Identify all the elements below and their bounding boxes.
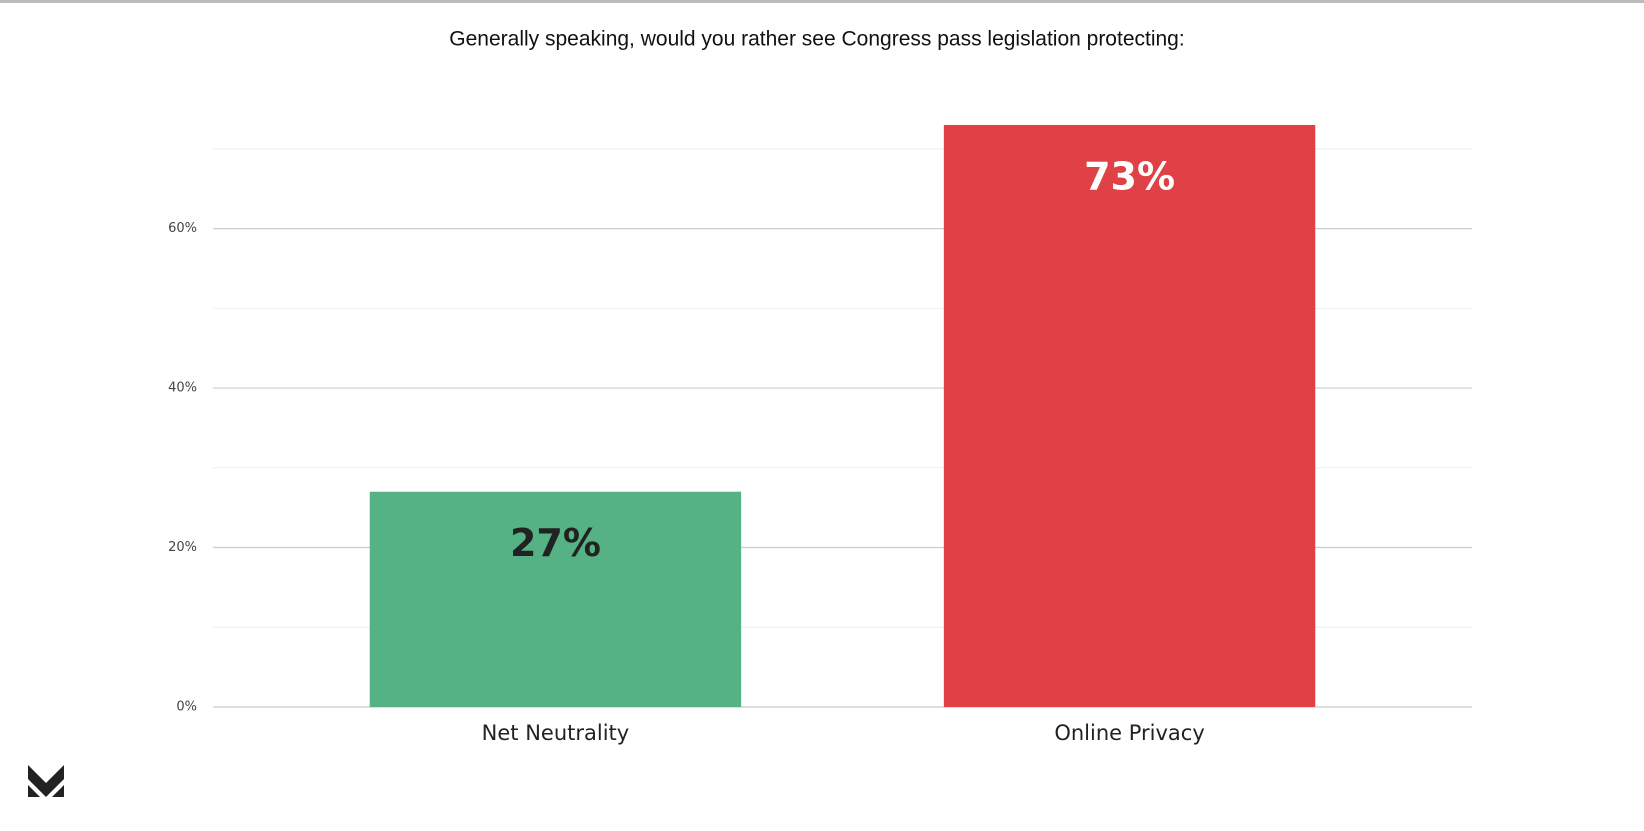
value-label: 73%: [1084, 154, 1175, 198]
y-tick-label: 40%: [168, 381, 197, 396]
bar: [369, 491, 742, 707]
logo: [28, 765, 64, 797]
y-tick-label: 20%: [168, 540, 197, 555]
x-tick-label: Net Neutrality: [482, 721, 630, 745]
value-label: 27%: [510, 521, 601, 565]
y-tick-label: 0%: [176, 700, 197, 715]
bar: [943, 124, 1316, 708]
y-tick-label: 60%: [168, 221, 197, 236]
chart-title: Generally speaking, would you rather see…: [449, 28, 1184, 51]
top-border: [0, 0, 1644, 3]
x-tick-label: Online Privacy: [1054, 721, 1204, 745]
